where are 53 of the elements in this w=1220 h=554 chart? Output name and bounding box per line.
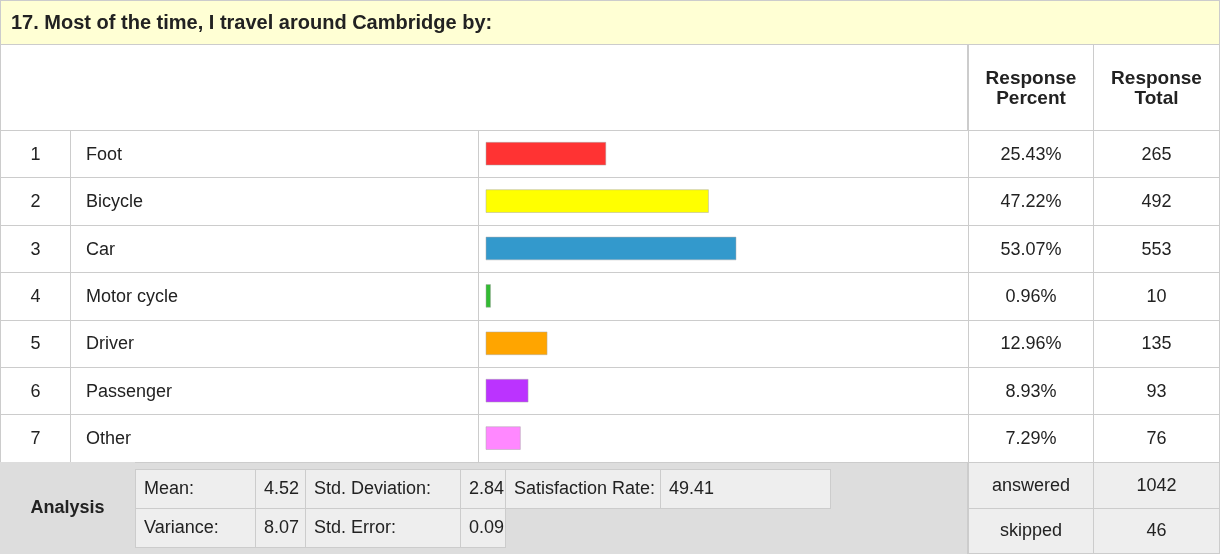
y-tick-label: Passenger xyxy=(70,367,479,416)
text: 7 xyxy=(0,414,71,463)
text: 1042 xyxy=(1093,461,1220,509)
bar xyxy=(485,189,709,213)
text: 3 xyxy=(0,224,71,274)
text: 0.09 xyxy=(460,507,506,548)
text: 17. Most of the time, I travel around Cambridge by: xyxy=(0,0,1220,45)
text: 46 xyxy=(1093,507,1220,554)
data-label: 7.29% xyxy=(968,414,1094,463)
text: 2 xyxy=(0,177,71,226)
text: 553 xyxy=(1093,224,1220,274)
text: Variance: xyxy=(135,507,256,548)
text: 265 xyxy=(1093,130,1220,179)
data-label: 8.93% xyxy=(968,367,1094,416)
y-tick-label: Bicycle xyxy=(70,177,479,226)
text: Satisfaction Rate: xyxy=(505,468,661,509)
text: 2.84 xyxy=(460,468,506,509)
text: Response Percent xyxy=(968,44,1094,131)
bar xyxy=(485,236,737,261)
text: 135 xyxy=(1093,319,1220,368)
text: 76 xyxy=(1093,414,1220,463)
bar xyxy=(485,426,521,450)
text: 8.07 xyxy=(255,507,306,548)
text: Std. Deviation: xyxy=(305,468,461,509)
data-label: 47.22% xyxy=(968,177,1094,226)
y-tick-label: Motor cycle xyxy=(70,272,479,321)
data-label: 12.96% xyxy=(968,319,1094,368)
text: 49.41 xyxy=(660,468,831,509)
y-tick-label: Other xyxy=(70,414,479,463)
text: Response Total xyxy=(1093,44,1220,131)
text: Analysis xyxy=(0,461,135,554)
data-label: 53.07% xyxy=(968,224,1094,274)
text: 492 xyxy=(1093,177,1220,226)
y-tick-label: Driver xyxy=(70,319,479,368)
text: skipped xyxy=(968,507,1094,554)
text: Std. Error: xyxy=(305,507,461,548)
text: 1 xyxy=(0,130,71,179)
text: Mean: xyxy=(135,468,256,509)
bar xyxy=(485,142,607,166)
y-tick-label: Foot xyxy=(70,130,479,179)
data-label: 0.96% xyxy=(968,272,1094,321)
text: 4.52 xyxy=(255,468,306,509)
bar xyxy=(485,379,529,403)
y-tick-label: Car xyxy=(70,224,479,274)
text: 4 xyxy=(0,272,71,321)
bar xyxy=(485,284,491,308)
text: 5 xyxy=(0,319,71,368)
text: answered xyxy=(968,461,1094,509)
bar xyxy=(485,331,548,355)
data-label: 25.43% xyxy=(968,130,1094,179)
text: 93 xyxy=(1093,367,1220,416)
text: 6 xyxy=(0,367,71,416)
text: 10 xyxy=(1093,272,1220,321)
